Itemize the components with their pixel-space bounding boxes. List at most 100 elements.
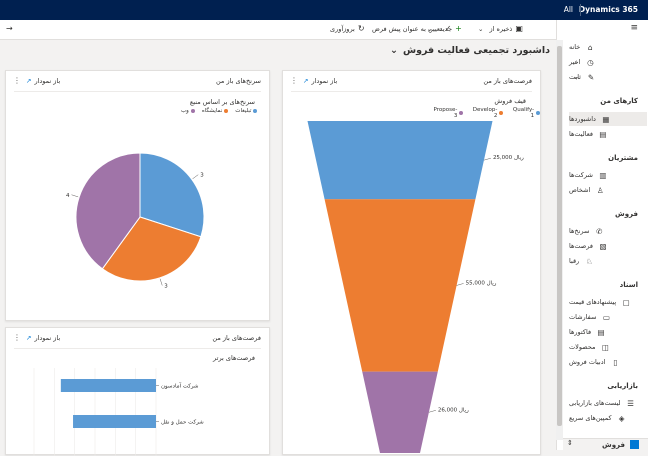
sidebar-item-quick-campaigns[interactable]: ◈ کمپین‌های سریع [569, 411, 647, 425]
sidebar-item-accounts[interactable]: ▥ شرکت‌ها [569, 168, 647, 182]
open-chart-label: باز نمودار [34, 334, 61, 342]
pinned-chevron-icon[interactable]: ⌄ [573, 72, 580, 81]
refresh-icon: ↻ [357, 24, 365, 33]
list-icon: ☰ [627, 398, 634, 408]
sidebar-item-label: لیست‌های بازاریابی [569, 399, 621, 407]
page-title: داشبورد تجمیعی فعالیت فروش [402, 45, 550, 56]
external-link-icon: ↗ [26, 77, 32, 85]
save-as-button[interactable]: ▣ ذخیره از ⌄ [478, 25, 523, 34]
funnel-data-label: 26,000 ریال [438, 407, 469, 413]
bar-category-label: شرکت حمل و نقل [161, 419, 204, 426]
bar-1 [60, 379, 157, 392]
pie-data-label: 3 [200, 173, 204, 179]
legend-item: تبلیغات [235, 108, 258, 114]
open-chart-link[interactable]: باز نمودار ↗ [303, 77, 337, 85]
legend-swatch [499, 111, 504, 115]
sidebar-item-sales-literature[interactable]: ▯ ادبیات فروش [569, 355, 647, 369]
card-divider [291, 91, 532, 92]
refresh-button[interactable]: ↻ بروزآوری [330, 24, 365, 34]
sidebar-item-home[interactable]: ⌂ خانه [569, 40, 647, 54]
sidebar-item-contacts[interactable]: ♙ اشخاص [569, 183, 647, 197]
campaign-icon: ◈ [618, 413, 625, 423]
sidebar-item-label: سرنخ‌ها [569, 227, 590, 235]
pie-label-leader [159, 278, 163, 286]
funnel-segment-3 [362, 371, 438, 453]
new-label: جدید [439, 25, 453, 33]
section-heading-marketing: بازاریابی [607, 382, 638, 390]
plus-icon: + [455, 24, 462, 33]
new-button[interactable]: + جدید ⌄ [427, 24, 462, 34]
sidebar-item-opportunities[interactable]: ▧ فرصت‌ها [569, 239, 647, 253]
invoice-icon: ▤ [597, 327, 605, 337]
recent-chevron-icon[interactable]: ⌄ [573, 57, 580, 66]
sidebar: ≡ ⌂ خانه ◷ اخیر ⌄ ✎ ثابت ⌄ کارهای من ▦ د… [556, 20, 648, 450]
sidebar-item-invoices[interactable]: ▤ فاکتورها [569, 325, 647, 339]
sidebar-item-label: پیشنهادهای قیمت [569, 298, 617, 306]
external-link-icon: ↗ [303, 77, 309, 85]
bar-chart: شرکت آمادسون شرکت حمل و نقل [33, 368, 204, 456]
sidebar-item-dashboards[interactable]: ▦ داشبوردها [569, 112, 647, 126]
sidebar-item-competitors[interactable]: ♘ رقبا [569, 254, 647, 268]
area-label: فروش [602, 441, 625, 449]
legend-item: نمایشگاه [202, 108, 229, 114]
chart-title: قیف فروش [494, 97, 526, 105]
product-icon: ◫ [601, 342, 610, 352]
legend-label: Propose-3 [433, 107, 458, 119]
sidebar-scroll-thumb[interactable] [557, 46, 562, 426]
legend-swatch [224, 109, 229, 113]
sidebar-item-recent[interactable]: ◷ اخیر [569, 55, 647, 69]
sidebar-item-label: فعالیت‌ها [569, 130, 593, 138]
more-options-icon[interactable]: ⋮ [13, 333, 21, 342]
legend-swatch [253, 109, 258, 113]
legend-item: Propose-3 [431, 107, 464, 119]
sidebar-item-orders[interactable]: ▭ سفارشات [569, 310, 647, 324]
bar-card: فرصت‌های باز من باز نمودار ↗ ⋮ فرصت‌های … [5, 327, 270, 456]
hamburger-menu-icon[interactable]: ≡ [630, 23, 638, 33]
forward-arrow-icon[interactable]: → [6, 24, 13, 33]
sidebar-item-label: فرصت‌ها [569, 242, 594, 250]
command-bar: → ▣ ذخیره از ⌄ + جدید ⌄ ✓ تعیین به عنوان… [0, 20, 556, 40]
sidebar-item-leads[interactable]: ✆ سرنخ‌ها [569, 224, 647, 238]
legend-swatch [190, 109, 195, 113]
chart-legend: Qualify-1 Develop-2 Propose-3 [431, 107, 540, 119]
set-default-button[interactable]: ✓ تعیین به عنوان پیش فرض [372, 25, 451, 34]
sidebar-item-quotes[interactable]: ▢ پیشنهادهای قیمت [569, 295, 647, 309]
sidebar-item-pinned[interactable]: ✎ ثابت [569, 70, 647, 84]
funnel-chart: 25,000 ریال 55,000 ریال 26,000 ریال [307, 121, 524, 453]
chart-title: فرصت‌های برتر [213, 354, 255, 362]
more-options-icon[interactable]: ⋮ [290, 76, 298, 85]
area-expand-icon: ⇕ [567, 439, 573, 447]
funnel-label-leader [428, 410, 436, 413]
sidebar-item-label: شرکت‌ها [569, 171, 593, 179]
funnel-label-leader [456, 283, 464, 286]
area-icon [630, 440, 639, 449]
person-icon: ♙ [596, 185, 604, 195]
open-chart-link[interactable]: باز نمودار ↗ [26, 77, 60, 85]
open-chart-label: باز نمودار [34, 77, 61, 85]
refresh-label: بروزآوری [330, 25, 355, 33]
save-as-chevron-icon: ⌄ [478, 25, 484, 33]
app-brand[interactable]: Dynamics 365 [578, 5, 638, 14]
card-title: فرصت‌های باز من [483, 77, 532, 85]
more-options-icon[interactable]: ⋮ [13, 76, 21, 85]
dashboard-icon: ▦ [602, 114, 610, 124]
open-chart-link[interactable]: باز نمودار ↗ [26, 334, 60, 342]
all-apps-link[interactable]: All [563, 5, 573, 14]
area-switcher[interactable]: فروش ⇕ [563, 438, 648, 450]
legend-item: Develop-2 [470, 107, 504, 119]
funnel-data-label: 55,000 ریال [466, 280, 497, 286]
sidebar-item-marketing-lists[interactable]: ☰ لیست‌های بازاریابی [569, 396, 647, 410]
pie-slice-1 [139, 152, 205, 238]
bar-2 [73, 415, 156, 428]
pie-label-leader [192, 174, 199, 179]
sidebar-item-products[interactable]: ◫ محصولات [569, 340, 647, 354]
building-icon: ▥ [599, 170, 607, 180]
order-icon: ▭ [602, 312, 610, 322]
dashboard-title[interactable]: داشبورد تجمیعی فعالیت فروش ⌄ [390, 45, 550, 56]
funnel-segment-2 [324, 199, 476, 372]
section-heading-customers: مشتریان [608, 154, 638, 162]
sidebar-item-activities[interactable]: ▤ فعالیت‌ها [569, 127, 647, 141]
funnel-segment-1 [307, 121, 493, 200]
funnel-card: فرصت‌های باز من باز نمودار ↗ ⋮ قیف فروش … [282, 70, 541, 455]
card-title: فرصت‌های باز من [212, 334, 261, 342]
